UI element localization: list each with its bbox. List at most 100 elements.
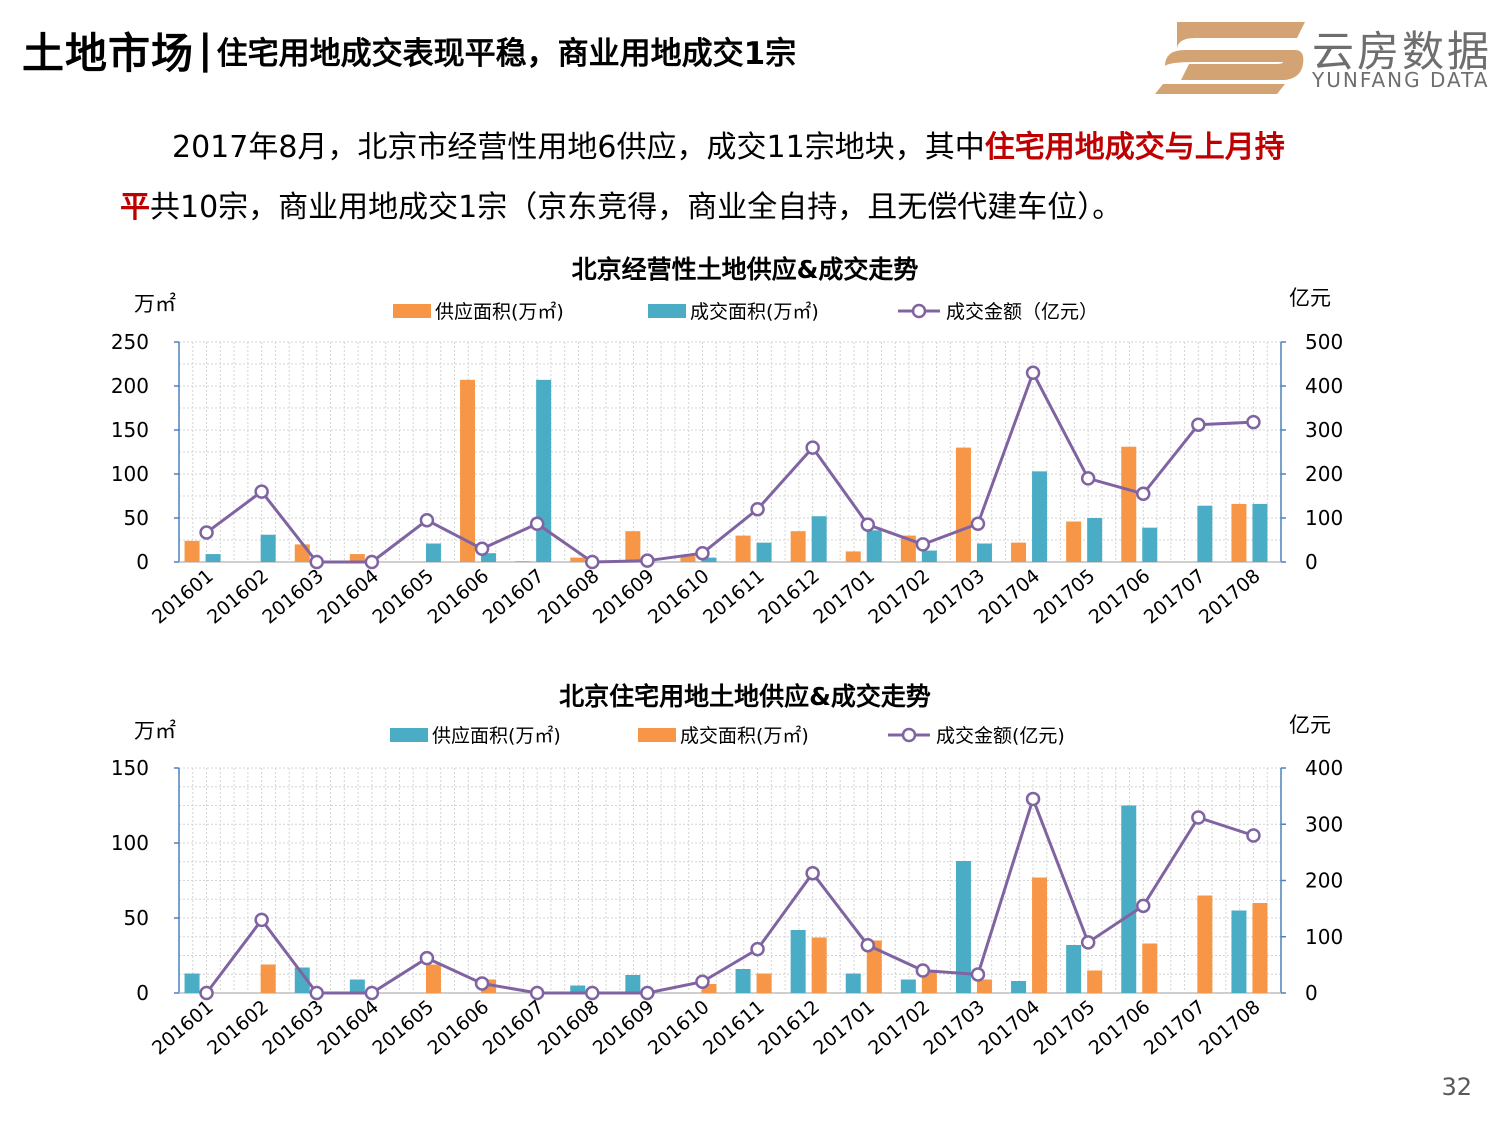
x-tick-label: 201609 <box>589 565 659 628</box>
legend-swatch <box>390 728 428 742</box>
y-left-tick-label: 250 <box>111 330 149 354</box>
bar <box>1011 981 1027 993</box>
bar <box>1252 503 1268 562</box>
y-right-tick-label: 100 <box>1305 506 1343 530</box>
bar <box>811 937 827 993</box>
bar <box>184 973 200 993</box>
chart-title: 北京经营性土地供应&成交走势 <box>572 255 919 284</box>
x-tick-label: 201603 <box>258 996 328 1059</box>
x-tick-label: 201706 <box>1085 996 1155 1059</box>
line-point <box>860 517 875 532</box>
grid <box>178 767 1282 994</box>
legend-item: 供应面积(万㎡) <box>390 724 561 747</box>
y-left-tick-label: 50 <box>124 906 149 930</box>
bar <box>1231 910 1247 993</box>
bar <box>756 542 772 562</box>
legend-swatch <box>648 304 686 318</box>
x-tick-label: 201611 <box>699 996 769 1059</box>
x-tick-label: 201610 <box>644 996 714 1059</box>
x-tick-label: 201608 <box>534 996 604 1059</box>
bar <box>1121 805 1137 993</box>
logo-name-en: YUNFANG DATA <box>1312 68 1490 92</box>
x-tick-label: 201607 <box>479 996 549 1059</box>
legend-label: 成交面积(万㎡) <box>680 724 809 747</box>
line-point <box>254 484 269 499</box>
intro-paragraph: 2017年8月，北京市经营性用地6供应，成交11宗地块，其中住宅用地成交与上月持… <box>120 118 1410 238</box>
x-tick-label: 201606 <box>424 565 494 628</box>
line-point <box>309 554 324 570</box>
y-left-tick-label: 0 <box>136 550 149 574</box>
intro-highlight-1: 住宅用地成交与上月持 <box>984 130 1285 165</box>
x-tick-label: 201608 <box>534 565 604 628</box>
line-point <box>419 950 435 966</box>
bar <box>900 979 916 993</box>
x-tick-label: 201704 <box>975 565 1045 628</box>
x-tick-label: 201708 <box>1195 565 1265 628</box>
chart-title: 北京住宅用地土地供应&成交走势 <box>559 682 931 711</box>
bar <box>1066 945 1082 993</box>
line-point <box>1246 414 1261 430</box>
line-point <box>1136 898 1151 914</box>
y-left-tick-label: 150 <box>111 756 149 780</box>
bar <box>701 984 717 993</box>
bar <box>921 550 937 562</box>
x-tick-label: 201701 <box>809 996 879 1059</box>
line-point <box>585 554 600 570</box>
bar <box>460 379 476 562</box>
line-point <box>364 985 380 1001</box>
bar <box>866 940 882 993</box>
bar <box>536 379 552 562</box>
line-point <box>1191 810 1206 825</box>
bar <box>481 553 497 562</box>
legend-label: 供应面积(万㎡) <box>432 724 561 747</box>
legend-item: 成交面积(万㎡) <box>648 300 819 323</box>
bar <box>625 531 641 562</box>
bar <box>625 975 641 993</box>
intro-text-2: 共10宗，商业用地成交1宗（京东竞得，商业全自持，且无偿代建车位）。 <box>150 190 1123 225</box>
legend-label: 成交面积(万㎡) <box>690 300 819 323</box>
x-tick-label: 201705 <box>1030 996 1100 1059</box>
y-right-tick-label: 200 <box>1305 869 1343 893</box>
y-right-tick-label: 400 <box>1305 374 1343 398</box>
x-tick-label: 201601 <box>148 565 218 628</box>
bar <box>680 555 696 562</box>
bar <box>976 979 992 993</box>
x-tick-label: 201601 <box>148 996 218 1059</box>
bar <box>790 531 806 562</box>
bar <box>845 973 861 993</box>
line-point <box>199 985 214 1001</box>
y-right-tick-label: 500 <box>1305 330 1343 354</box>
legend-swatch <box>638 728 676 742</box>
line-point <box>860 937 875 953</box>
x-tick-label: 201605 <box>368 565 438 628</box>
x-tick-label: 201704 <box>975 996 1045 1059</box>
y-right-tick-label: 0 <box>1305 981 1318 1005</box>
line-point <box>915 537 931 552</box>
bar <box>735 969 751 993</box>
bar <box>845 551 861 562</box>
x-tick-label: 201604 <box>313 996 383 1059</box>
legend-label: 成交金额（亿元） <box>946 301 1098 323</box>
legend-item: 成交金额(亿元) <box>888 725 1065 747</box>
line-point <box>199 525 214 540</box>
line-point <box>640 985 655 1001</box>
y-left-tick-label: 100 <box>111 462 149 486</box>
bar <box>900 535 916 562</box>
grid <box>178 341 1282 563</box>
line-point <box>364 554 380 570</box>
bar <box>790 930 806 993</box>
legend-item: 成交金额（亿元） <box>898 301 1098 323</box>
line-point <box>1025 791 1041 807</box>
line-point <box>805 440 820 455</box>
line-point <box>695 545 710 561</box>
line-point <box>640 553 655 568</box>
line-point <box>585 985 600 1001</box>
series-line <box>205 794 1254 995</box>
bar <box>294 967 310 993</box>
x-tick-label: 201703 <box>919 565 989 628</box>
y-left-unit-label: 万㎡ <box>134 719 176 743</box>
line-point <box>1246 828 1261 843</box>
y-right-unit-label: 亿元 <box>1289 713 1331 737</box>
legend-marker <box>911 303 927 319</box>
